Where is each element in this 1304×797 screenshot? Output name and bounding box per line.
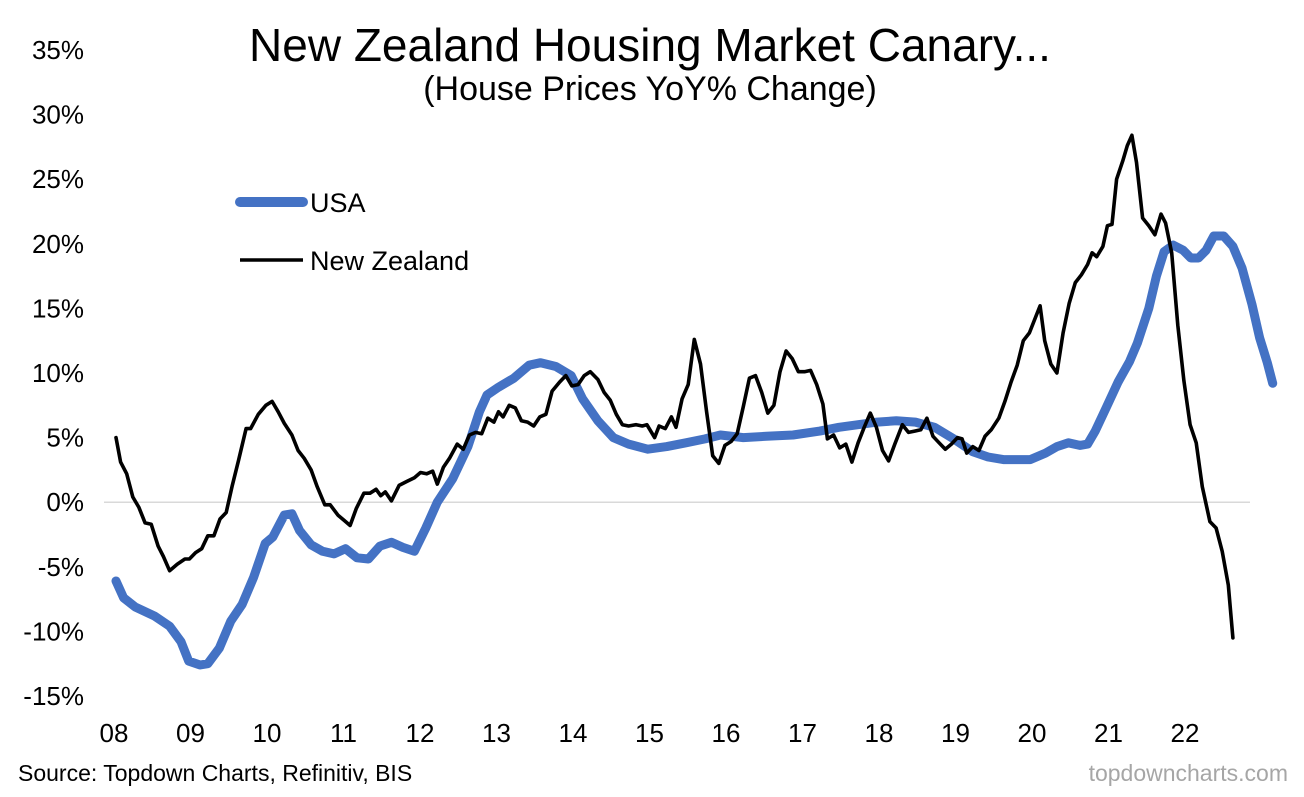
x-tick-label: 14: [559, 718, 588, 748]
y-tick-label: 5%: [46, 423, 84, 453]
x-axis: 08 09 10 11 12 13 14 15 16 17 18 19 20 21 22: [100, 718, 1200, 748]
x-tick-label: 10: [253, 718, 282, 748]
y-tick-label: 0%: [46, 487, 84, 517]
series-usa: [111, 231, 1278, 670]
y-axis: -15% -10% -5% 0% 5% 10% 15% 20% 25% 30% 35%: [23, 35, 84, 711]
source-note: Source: Topdown Charts, Refinitiv, BIS: [18, 760, 413, 786]
watermark: topdowncharts.com: [1088, 760, 1288, 786]
x-tick-label: 20: [1018, 718, 1047, 748]
x-tick-label: 22: [1171, 718, 1200, 748]
series-line: [114, 133, 1235, 640]
y-tick-label: -15%: [23, 681, 84, 711]
series-new-zealand: [114, 133, 1235, 640]
legend-label-new-zealand: New Zealand: [310, 246, 469, 276]
x-tick-label: 17: [788, 718, 817, 748]
y-tick-label: -5%: [38, 552, 84, 582]
x-tick-label: 12: [406, 718, 435, 748]
x-tick-label: 09: [176, 718, 205, 748]
series-layer: [111, 133, 1278, 670]
x-tick-label: 08: [100, 718, 129, 748]
x-tick-label: 15: [635, 718, 664, 748]
x-tick-label: 11: [330, 718, 357, 748]
x-tick-label: 16: [712, 718, 741, 748]
y-tick-label: 30%: [32, 100, 84, 130]
y-tick-label: 10%: [32, 358, 84, 388]
y-tick-label: -10%: [23, 616, 84, 646]
x-tick-label: 13: [482, 718, 511, 748]
legend-label-usa: USA: [310, 188, 366, 218]
y-tick-label: 15%: [32, 293, 84, 323]
y-tick-label: 35%: [32, 35, 84, 65]
legend: USA New Zealand: [235, 188, 469, 276]
y-tick-label: 25%: [32, 164, 84, 194]
x-tick-label: 19: [941, 718, 970, 748]
series-line: [111, 231, 1278, 670]
y-tick-label: 20%: [32, 229, 84, 259]
chart-subtitle: (House Prices YoY% Change): [423, 70, 877, 108]
x-tick-label: 21: [1094, 718, 1123, 748]
chart-title: New Zealand Housing Market Canary...: [249, 19, 1051, 71]
x-tick-label: 18: [865, 718, 894, 748]
